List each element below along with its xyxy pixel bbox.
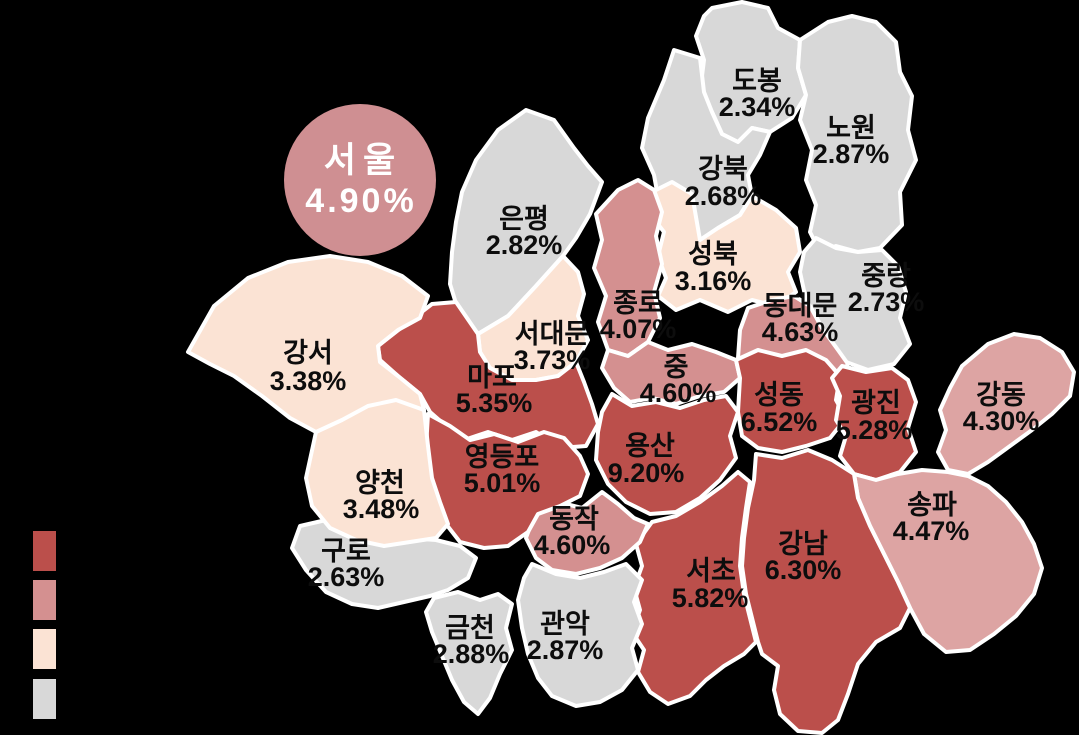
district-value-gangnam: 6.30%: [765, 555, 842, 585]
district-value-jongno: 4.07%: [600, 314, 677, 344]
district-value-gwanak: 2.87%: [527, 635, 604, 665]
district-value-jung: 4.60%: [640, 378, 717, 408]
district-label-gangnam: 강남: [778, 529, 828, 559]
district-value-mapo: 5.35%: [456, 388, 533, 418]
district-value-dongdaemun: 4.63%: [762, 317, 839, 347]
district-gangdong: [936, 332, 1076, 476]
district-jung: [600, 340, 742, 406]
district-value-guro: 2.63%: [308, 562, 385, 592]
district-label-dobong: 도봉: [732, 66, 782, 96]
district-label-eunpyeong: 은평: [499, 204, 549, 234]
district-label-seocho: 서초: [686, 556, 736, 586]
district-label-gwanak: 관악: [540, 609, 590, 639]
district-value-seodaemun: 3.73%: [514, 345, 591, 375]
district-value-dobong: 2.34%: [719, 92, 796, 122]
district-label-seongdong: 성동: [754, 380, 804, 410]
district-label-mapo: 마포: [467, 362, 517, 392]
district-value-yeongdeungpo: 5.01%: [464, 468, 541, 498]
district-value-seongbuk: 3.16%: [675, 266, 752, 296]
district-value-seongdong: 6.52%: [741, 407, 818, 437]
legend-swatch-high: [33, 580, 56, 620]
district-label-jongno: 종로: [613, 288, 663, 318]
district-label-gangbuk: 강북: [698, 154, 748, 184]
district-value-geumcheon: 2.88%: [433, 639, 510, 669]
district-label-gangseo: 강서: [283, 338, 333, 368]
district-value-yangcheon: 3.48%: [343, 494, 420, 524]
district-value-gangseo: 3.38%: [270, 366, 347, 396]
seoul-badge-name: 서울: [324, 141, 402, 180]
district-yongsan: [594, 392, 740, 516]
district-label-nowon: 노원: [826, 113, 876, 143]
district-nowon: [796, 14, 918, 254]
district-value-gangdong: 4.30%: [963, 406, 1040, 436]
district-value-eunpyeong: 2.82%: [486, 230, 563, 260]
district-value-dongjak: 4.60%: [534, 530, 611, 560]
district-label-jungnang: 중랑: [861, 261, 911, 291]
district-value-yongsan: 9.20%: [608, 458, 685, 488]
district-label-geumcheon: 금천: [445, 613, 495, 643]
seoul-badge-value: 4.90%: [305, 182, 416, 220]
district-value-jungnang: 2.73%: [848, 287, 925, 317]
district-label-yeongdeungpo: 영등포: [465, 442, 540, 472]
district-label-yangcheon: 양천: [355, 468, 405, 498]
district-label-jung: 중: [664, 352, 689, 382]
district-gwanak: [516, 562, 644, 708]
district-value-nowon: 2.87%: [813, 139, 890, 169]
district-label-seodaemun: 서대문: [515, 319, 590, 349]
district-value-seocho: 5.82%: [672, 583, 749, 613]
district-label-guro: 구로: [321, 536, 371, 566]
district-dongjak: [524, 490, 650, 576]
district-label-dongjak: 동작: [549, 504, 599, 534]
district-geumcheon: [424, 590, 514, 716]
district-seongdong: [734, 348, 848, 454]
legend-swatch-low: [33, 679, 56, 719]
district-label-songpa: 송파: [907, 490, 957, 520]
seoul-badge: [284, 104, 436, 256]
district-label-dongdaemun: 동대문: [763, 291, 838, 321]
district-gangseo: [186, 254, 430, 434]
district-seongbuk: [648, 180, 802, 314]
district-label-seongbuk: 성북: [688, 239, 738, 269]
legend-swatch-mid: [33, 629, 56, 669]
district-value-gangbuk: 2.68%: [685, 181, 762, 211]
legend-swatch-highest: [33, 531, 56, 571]
district-value-gwangjin: 5.28%: [836, 415, 913, 445]
district-label-gangdong: 강동: [976, 380, 1026, 410]
district-value-songpa: 4.47%: [893, 516, 970, 546]
district-label-gwangjin: 광진: [851, 388, 901, 418]
district-label-yongsan: 용산: [625, 431, 675, 461]
